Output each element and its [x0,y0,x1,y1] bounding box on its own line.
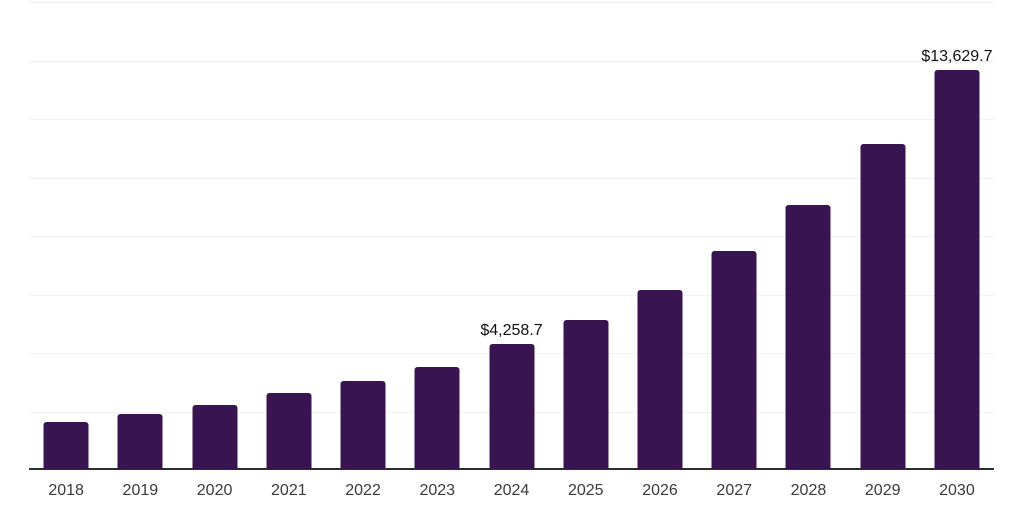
x-axis-line [29,468,994,470]
bars-row: $4,258.7 $13,629.7 [29,0,994,469]
x-tick-2030: 2030 [939,482,975,499]
gridline [29,61,994,62]
bar-slot-2026 [623,0,697,469]
gridline [29,119,994,120]
bar-2029 [860,144,906,469]
bar-slot-2025 [549,0,623,469]
bar-2020 [192,404,238,469]
x-tick-2025: 2025 [567,482,604,499]
x-tick-2027: 2027 [716,482,753,499]
bar-2028 [785,204,831,469]
bar-slot-2028 [771,0,845,469]
bar-2025 [563,320,609,469]
bar-2026 [637,290,683,469]
bar-slot-2027 [697,0,771,469]
bar-2030 [934,70,980,469]
gridline [29,178,994,179]
bar-slot-2019 [103,0,177,469]
data-label-2024: $4,258.7 [480,322,543,340]
x-tick-2023: 2023 [419,482,456,499]
x-tick-2021: 2021 [271,482,307,499]
bar-slot-2021 [252,0,326,469]
bar-slot-2018 [29,0,103,469]
bar-2019 [117,414,163,469]
x-tick-2019: 2019 [122,482,159,499]
x-tick-2024: 2024 [493,482,530,499]
bar-slot-2022 [326,0,400,469]
data-label-2030: $13,629.7 [921,48,993,66]
x-tick-2022: 2022 [345,482,381,499]
x-tick-2028: 2028 [790,482,827,499]
bar-slot-2024: $4,258.7 [474,0,548,469]
bar-2023 [414,366,460,469]
bar-slot-2023 [400,0,474,469]
bar-2022 [340,381,386,469]
gridline [29,295,994,296]
bar-slot-2029 [846,0,920,469]
x-tick-2029: 2029 [864,482,901,499]
x-tick-2018: 2018 [48,482,84,499]
bar-slot-2030: $13,629.7 [920,0,994,469]
bar-2024 [489,344,535,469]
x-tick-2020: 2020 [196,482,233,499]
gridline [29,2,994,3]
bar-2027 [711,251,757,469]
x-tick-2026: 2026 [642,482,678,499]
gridline [29,236,994,237]
x-axis-tick-labels: 2018 2019 2020 2021 2022 2023 2024 2025 2026 2027… [29,470,994,512]
plot-area: $4,258.7 $13,629.7 2018 2019 2020 2021 2022 20… [29,0,994,512]
bar-slot-2020 [177,0,251,469]
bar-2021 [266,393,312,469]
bar-2018 [43,421,89,469]
